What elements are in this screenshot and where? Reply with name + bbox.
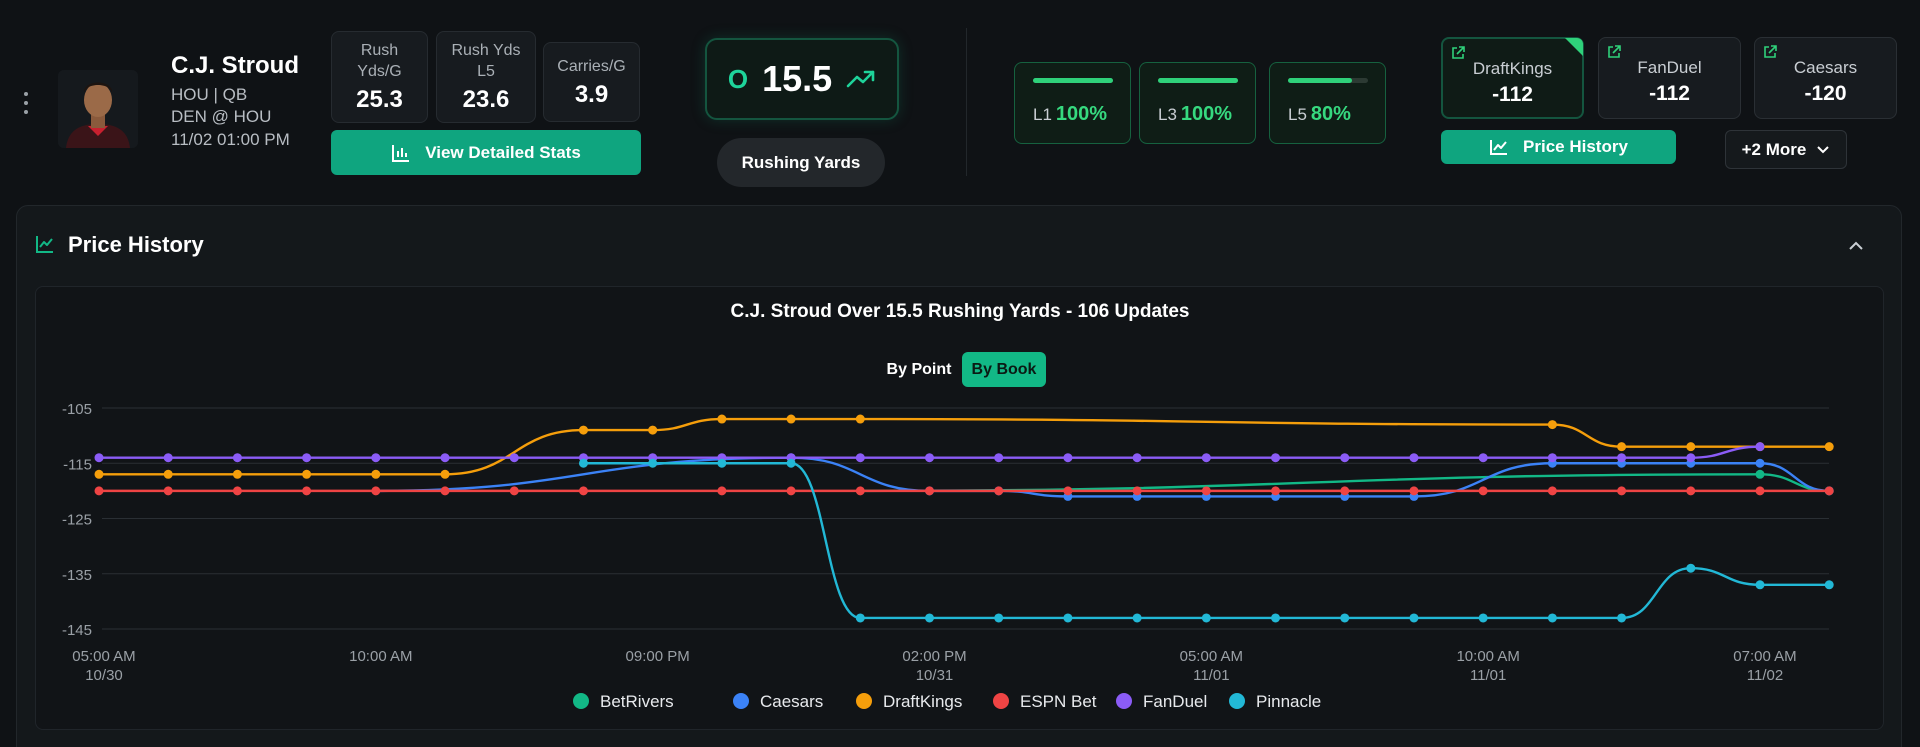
line-value: 15.5 (762, 58, 833, 99)
stat-label: Rush Yds L5 (451, 42, 521, 80)
book-caesars[interactable]: Caesars -120 (1754, 37, 1897, 119)
price-history-button[interactable]: Price History (1441, 130, 1676, 164)
book-name: DraftKings (1472, 59, 1553, 78)
bar-chart-icon (392, 144, 410, 162)
stat-rush-yds-l5: Rush Yds L5 23.6 (436, 31, 536, 123)
chevron-down-icon (1817, 145, 1830, 153)
hit-rate-value: 80% (1310, 103, 1351, 125)
line-box[interactable]: O 15.5 (705, 38, 899, 120)
player-team-position: HOU | QB (171, 85, 248, 104)
stat-rush-yds-per-game: Rush Yds/G 25.3 (331, 31, 428, 123)
more-options-menu[interactable] (18, 92, 34, 114)
hit-rate-bar-fill (1033, 78, 1113, 83)
book-odds: -120 (1804, 82, 1847, 105)
stat-value: 25.3 (356, 86, 403, 113)
book-odds: -112 (1649, 82, 1690, 105)
stat-carries-per-game: Carries/G 3.9 (543, 42, 640, 122)
stat-label: Carries/G (557, 57, 626, 75)
more-books-dropdown[interactable]: +2 More (1725, 130, 1847, 169)
player-avatar (58, 70, 138, 148)
line-chart-icon (1490, 140, 1508, 155)
hit-rate-label: L5 (1288, 105, 1307, 124)
external-link-icon (1764, 45, 1777, 58)
hit-rate-bar-fill (1288, 78, 1352, 83)
toggle-by-point[interactable]: By Point (886, 360, 952, 378)
view-detailed-stats-label: View Detailed Stats (425, 142, 581, 162)
hit-rate-l5: L5 80% (1269, 62, 1386, 144)
hit-rate-bar-fill (1158, 78, 1238, 83)
stat-value: 23.6 (462, 86, 510, 113)
stat-label: Rush Yds/G (357, 42, 402, 80)
book-name: FanDuel (1637, 58, 1702, 77)
more-books-label: +2 More (1741, 139, 1807, 159)
book-draftkings[interactable]: DraftKings -112 (1441, 37, 1584, 119)
external-link-icon (1608, 45, 1621, 58)
dot-icon (24, 101, 28, 105)
hit-rate-l1: L1 100% (1014, 62, 1131, 144)
external-link-icon (1452, 46, 1465, 59)
trending-up-icon (846, 70, 875, 88)
toggle-by-book[interactable]: By Book (962, 352, 1046, 387)
book-name: Caesars (1793, 58, 1858, 77)
dot-icon (24, 92, 28, 96)
panel-title: Price History (68, 232, 204, 257)
over-under-indicator: O (727, 63, 749, 94)
stat-value: 3.9 (574, 80, 609, 108)
price-history-button-label: Price History (1523, 137, 1628, 156)
game-matchup: DEN @ HOU (171, 107, 272, 126)
divider (966, 28, 967, 176)
chevron-up-icon[interactable] (1844, 236, 1868, 256)
hit-rate-label: L1 (1033, 105, 1052, 124)
dot-icon (24, 110, 28, 114)
book-odds: -112 (1492, 83, 1533, 106)
book-fanduel[interactable]: FanDuel -112 (1598, 37, 1741, 119)
market-label: Rushing Yards (717, 138, 885, 187)
hit-rate-value: 100% (1055, 103, 1108, 125)
player-name: C.J. Stroud (171, 52, 300, 79)
hit-rate-value: 100% (1180, 103, 1233, 125)
view-detailed-stats-button[interactable]: View Detailed Stats (331, 130, 641, 175)
line-chart-icon (36, 236, 53, 253)
hit-rate-label: L3 (1158, 105, 1177, 124)
game-time: 11/02 01:00 PM (171, 130, 290, 149)
chart-title: C.J. Stroud Over 15.5 Rushing Yards - 10… (730, 301, 1190, 322)
hit-rate-l3: L3 100% (1139, 62, 1256, 144)
